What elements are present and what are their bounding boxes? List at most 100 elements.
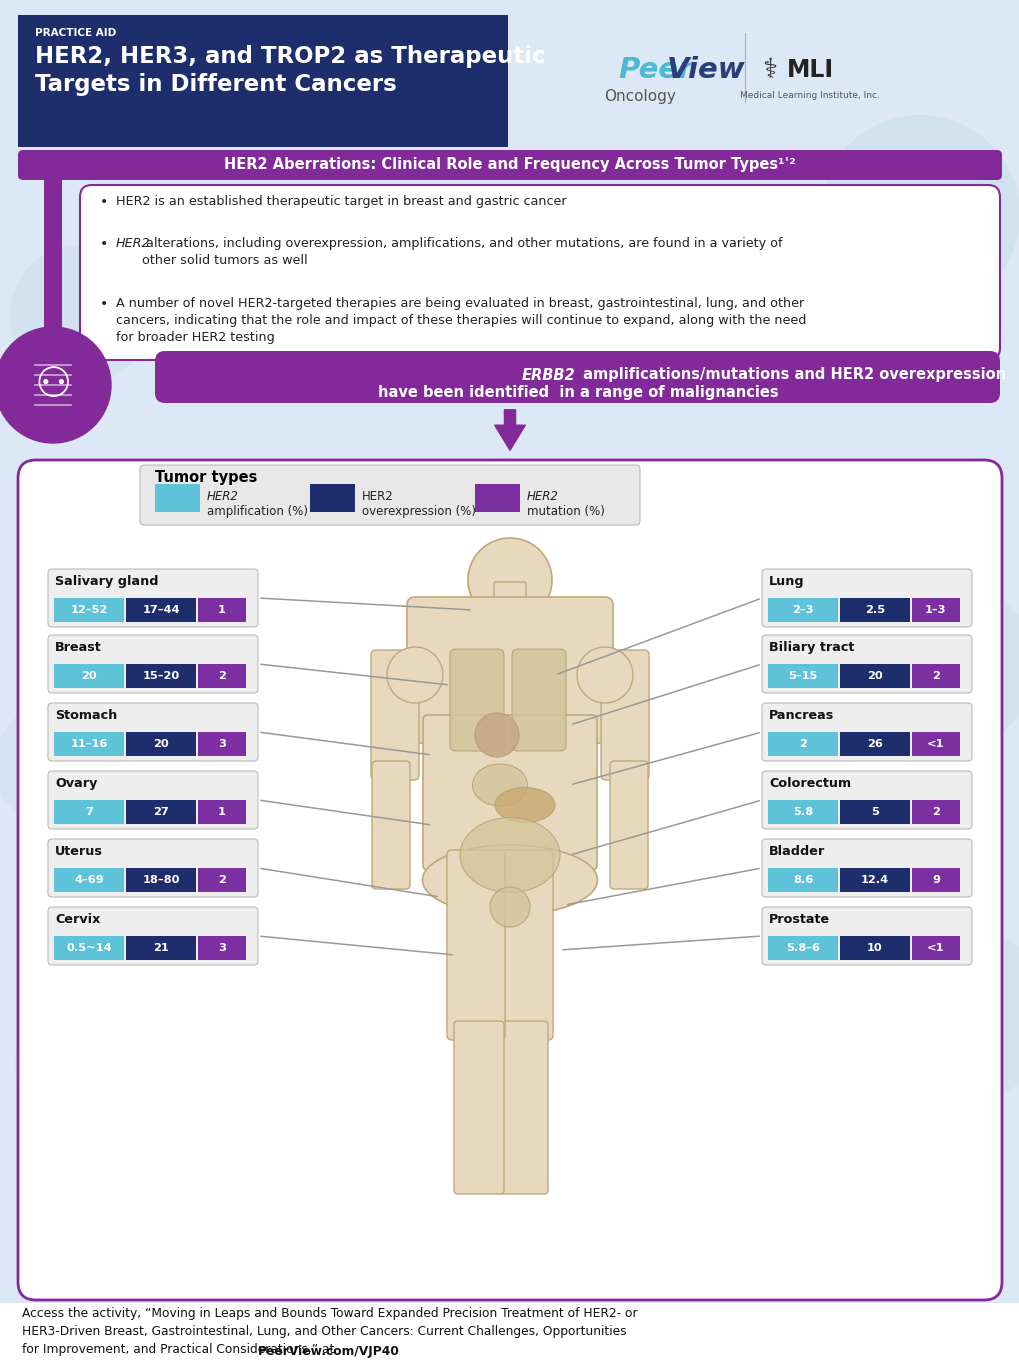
Bar [44,180,62,379]
Text: HER2 is an established therapeutic target in breast and gastric cancer: HER2 is an established therapeutic targe… [116,195,567,207]
Ellipse shape [422,845,597,915]
Text: Salivary gland: Salivary gland [55,575,158,588]
Bar [767,732,838,756]
FancyBboxPatch shape [407,597,612,743]
Bar [911,800,959,824]
Bar [126,732,196,756]
Text: 2–3: 2–3 [792,605,813,616]
Bar [744,33,746,102]
Bar [767,598,838,622]
FancyBboxPatch shape [446,850,504,1040]
Text: 2: 2 [218,672,226,681]
Text: Bladder: Bladder [768,845,824,859]
Text: 10: 10 [866,943,882,953]
Text: 3: 3 [218,738,226,749]
Bar [198,936,246,960]
Text: View: View [666,56,745,85]
Text: 8.6: 8.6 [792,875,812,885]
FancyBboxPatch shape [371,650,419,779]
Bar [54,936,124,960]
Bar [767,868,838,891]
Bar [198,663,246,688]
Text: HER2, HER3, and TROP2 as Therapeutic
Targets in Different Cancers: HER2, HER3, and TROP2 as Therapeutic Tar… [35,45,545,96]
Text: PeerView.com/VJP40: PeerView.com/VJP40 [258,1345,399,1358]
Text: HER2: HER2 [207,490,238,502]
FancyBboxPatch shape [609,762,647,889]
Bar [155,485,200,512]
Bar [198,732,246,756]
Text: 2: 2 [798,738,806,749]
Text: 1: 1 [218,807,226,818]
Bar [840,868,909,891]
Text: A number of novel HER2-targeted therapies are being evaluated in breast, gastroi: A number of novel HER2-targeted therapie… [116,298,806,344]
FancyBboxPatch shape [453,1021,503,1194]
FancyBboxPatch shape [512,648,566,751]
Text: 26: 26 [866,738,882,749]
FancyBboxPatch shape [79,186,999,360]
Bar [475,485,520,512]
Text: HER2: HER2 [116,238,151,250]
Text: HER2 Aberrations: Clinical Role and Frequency Across Tumor Types¹ˈ²: HER2 Aberrations: Clinical Role and Freq… [224,157,795,172]
Text: Uterus: Uterus [55,845,103,859]
Text: 21: 21 [153,943,169,953]
Bar [840,663,909,688]
Text: Cervix: Cervix [55,913,100,925]
Text: Tumor types: Tumor types [155,470,257,485]
Text: amplification (%): amplification (%) [207,505,308,517]
Bar [310,485,355,512]
Text: 3: 3 [218,943,226,953]
FancyBboxPatch shape [449,648,503,751]
Bar [911,936,959,960]
Text: <1: <1 [926,943,944,953]
Text: •: • [100,298,108,311]
FancyBboxPatch shape [48,771,258,829]
Bar [126,800,196,824]
Bar [911,663,959,688]
FancyBboxPatch shape [761,635,971,693]
FancyBboxPatch shape [497,1021,547,1194]
Text: 20: 20 [153,738,169,749]
Bar [767,936,838,960]
Text: 4–69: 4–69 [74,875,104,885]
Circle shape [864,580,1019,749]
Circle shape [15,1005,135,1125]
Text: Stomach: Stomach [55,708,117,722]
Text: Prostate: Prostate [768,913,829,925]
Circle shape [577,647,633,703]
Text: mutation (%): mutation (%) [527,505,604,517]
Circle shape [386,647,442,703]
Text: Biliary tract: Biliary tract [768,642,854,654]
Text: 12.4: 12.4 [860,875,889,885]
Text: 20: 20 [866,672,882,681]
FancyBboxPatch shape [761,569,971,627]
Bar [126,598,196,622]
Text: 5–15: 5–15 [788,672,817,681]
Text: alterations, including overexpression, amplifications, and other mutations, are : alterations, including overexpression, a… [142,238,782,268]
FancyBboxPatch shape [423,715,596,870]
Ellipse shape [494,788,554,823]
Text: ⚇: ⚇ [35,364,71,405]
FancyBboxPatch shape [18,150,1001,180]
FancyBboxPatch shape [48,839,258,897]
Text: 18–80: 18–80 [142,875,179,885]
Text: PRACTICE AID: PRACTICE AID [35,29,116,38]
Text: <1: <1 [926,738,944,749]
Text: 0.5~14: 0.5~14 [66,943,112,953]
Bar [54,732,124,756]
Text: •: • [100,238,108,251]
FancyBboxPatch shape [761,906,971,965]
Bar [840,800,909,824]
FancyBboxPatch shape [494,850,552,1040]
FancyBboxPatch shape [48,635,258,693]
Text: Breast: Breast [55,642,102,654]
Text: 15–20: 15–20 [143,672,179,681]
FancyBboxPatch shape [18,460,1001,1299]
Bar [198,800,246,824]
Text: amplifications/mutations and HER2 overexpression: amplifications/mutations and HER2 overex… [578,367,1005,382]
FancyBboxPatch shape [600,650,648,779]
Bar [911,868,959,891]
Text: ⚕: ⚕ [762,56,776,85]
Circle shape [10,244,150,385]
Text: Medical Learning Institute, Inc.: Medical Learning Institute, Inc. [740,90,879,100]
Text: HER2: HER2 [527,490,558,502]
